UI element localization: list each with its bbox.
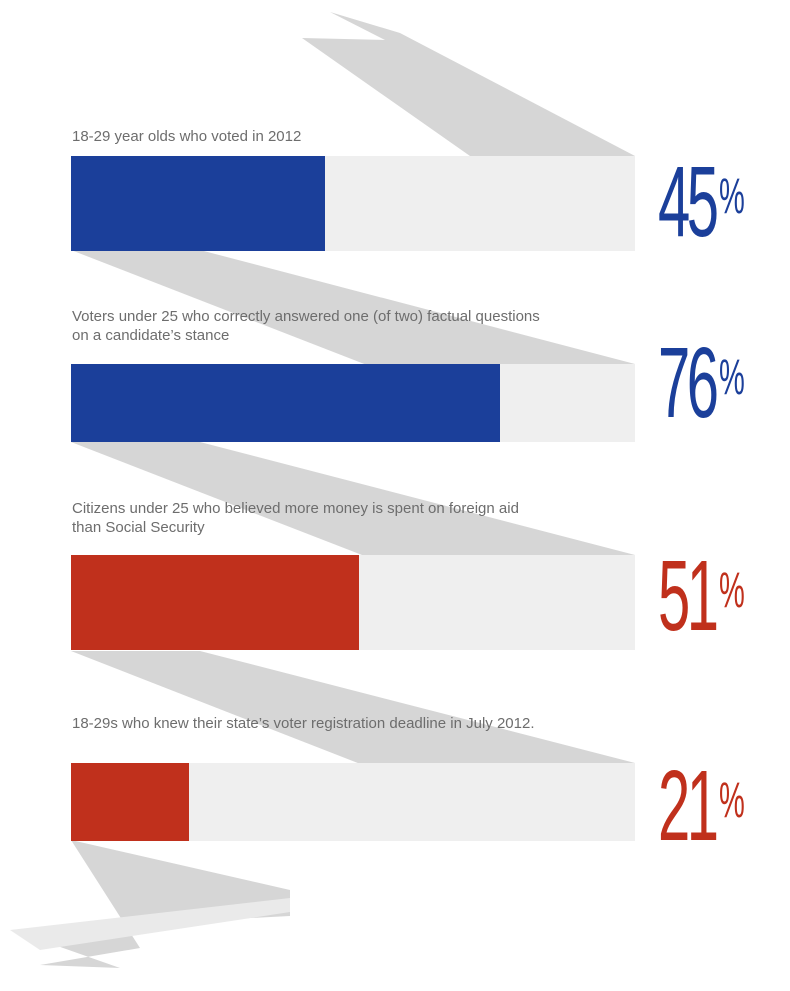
bar-fill-1	[71, 156, 325, 251]
bar-track-4	[71, 763, 635, 841]
bar-track-1	[71, 156, 635, 251]
bar-fill-3	[71, 555, 359, 650]
bar-track-2	[71, 364, 635, 442]
percent-sign: %	[719, 168, 745, 224]
bar-fill-2	[71, 364, 500, 442]
percent-sign: %	[719, 562, 745, 618]
bar-value-3: 51%	[658, 540, 745, 652]
percent-sign: %	[719, 772, 745, 828]
bar-label-3: Citizens under 25 who believed more mone…	[72, 500, 519, 536]
bar-fill-4	[71, 763, 190, 841]
bar-value-2: 76%	[658, 327, 745, 439]
bar-value-1: 45%	[658, 146, 745, 258]
percent-sign: %	[719, 349, 745, 405]
bar-track-3	[71, 555, 635, 650]
bar-value-4: 21%	[658, 750, 745, 862]
bar-label-2: Voters under 25 who correctly answered o…	[72, 308, 540, 344]
bar-label-4: 18-29s who knew their state’s voter regi…	[72, 715, 535, 732]
bar-label-1: 18-29 year olds who voted in 2012	[72, 128, 302, 145]
